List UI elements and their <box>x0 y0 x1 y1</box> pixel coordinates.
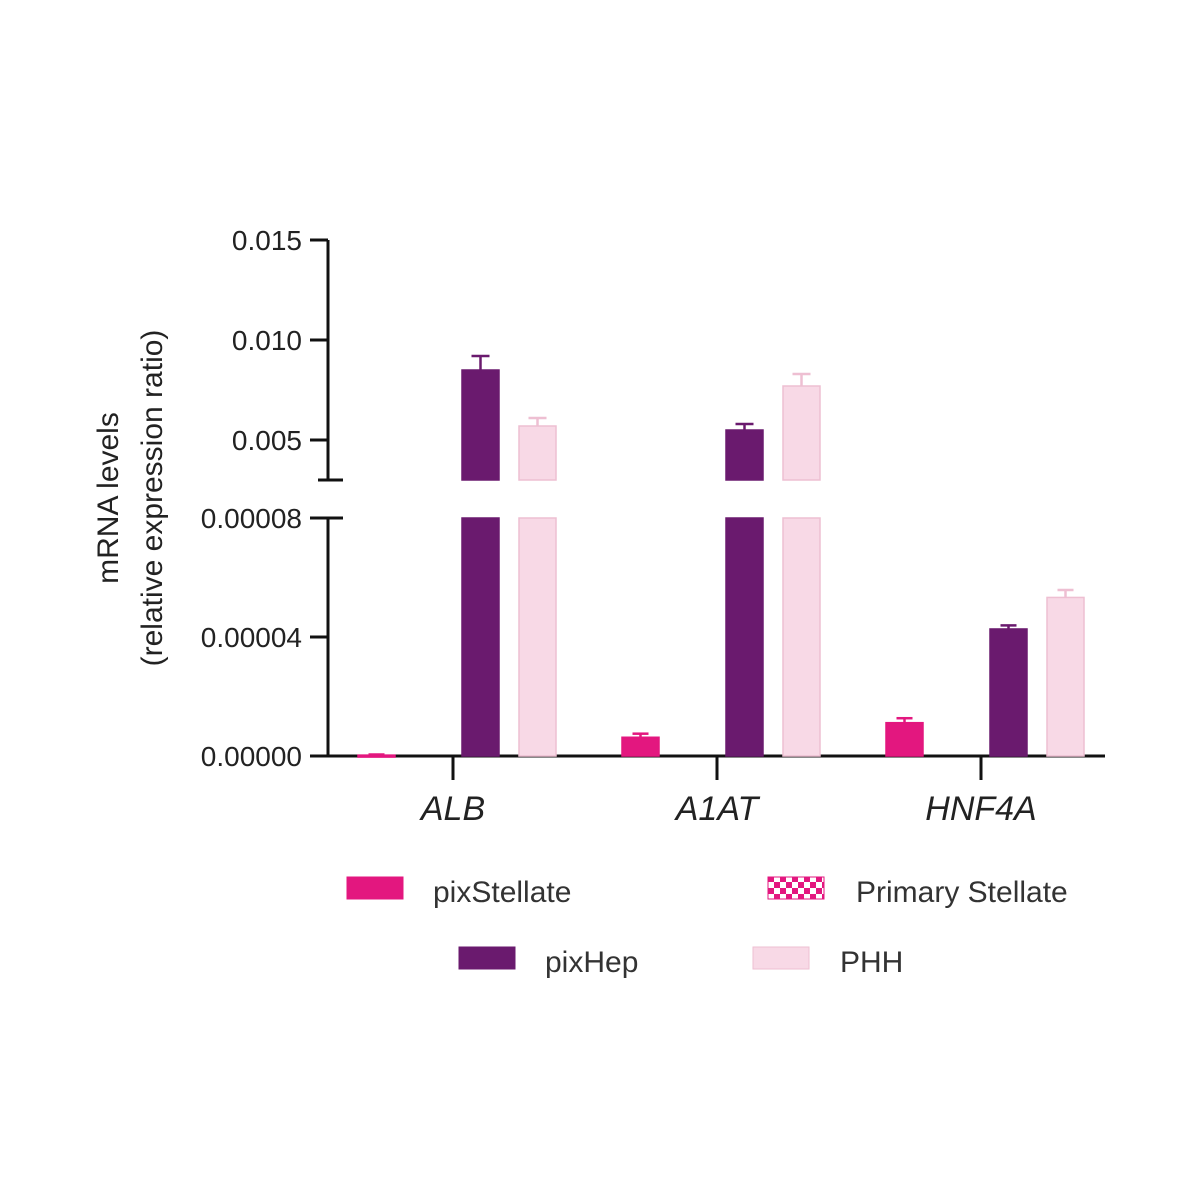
y-tick-label: 0.00000 <box>201 741 302 772</box>
bar-pixhep-lower <box>725 517 764 757</box>
bar-pixstellate <box>885 721 924 757</box>
bar-pixstellate <box>621 736 660 757</box>
legend-label-phh: PHH <box>840 946 903 979</box>
legend-label-primary-stellate: Primary Stellate <box>856 876 1068 909</box>
axes: 0.005 0.010 0.015 0.00000 0.00004 0.00008 mRNA… <box>92 225 1105 828</box>
y-tick-label: 0.005 <box>232 425 302 456</box>
legend-swatch-primary-stellate <box>767 876 825 900</box>
legend: pixStellate Primary Stellate pixHep PHH <box>346 876 1068 979</box>
bar-phh-lower <box>518 517 557 757</box>
bar-phh-upper <box>518 425 557 481</box>
legend-label-pixstellate: pixStellate <box>433 876 571 909</box>
bar-phh <box>1046 596 1085 757</box>
bar-phh-upper <box>782 385 821 481</box>
y-tick-label: 0.00004 <box>201 622 302 653</box>
bar-pixhep-lower <box>461 517 500 757</box>
legend-swatch-pixstellate <box>346 876 404 900</box>
bar-pixhep-upper <box>461 369 500 481</box>
y-tick-label: 0.015 <box>232 225 302 256</box>
x-tick-label: ALB <box>419 790 485 828</box>
bars <box>357 369 1085 758</box>
x-tick-label: A1AT <box>674 790 761 828</box>
bar-pixhep <box>989 628 1028 757</box>
legend-swatch-pixhep <box>458 946 516 970</box>
y-tick-label: 0.010 <box>232 325 302 356</box>
y-tick-label: 0.00008 <box>201 503 302 534</box>
legend-swatch-phh <box>752 946 810 970</box>
y-axis-title-line1: mRNA levels <box>92 412 125 584</box>
bar-phh-lower <box>782 517 821 757</box>
y-axis-title-line2: (relative expression ratio) <box>136 330 169 667</box>
bar-pixhep-upper <box>725 429 764 481</box>
legend-label-pixhep: pixHep <box>545 946 638 979</box>
error-bars <box>368 354 1074 756</box>
x-tick-label: HNF4A <box>925 790 1036 828</box>
